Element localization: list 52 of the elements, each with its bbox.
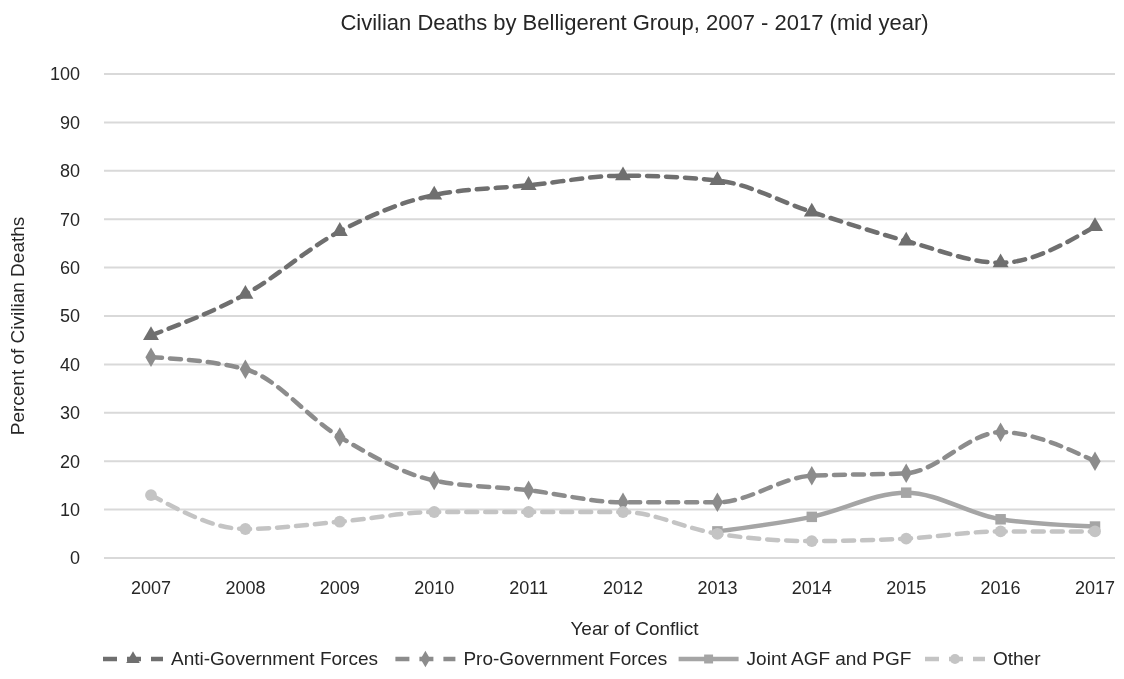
point [806, 511, 818, 523]
point [898, 231, 915, 246]
y-tick-label: 90 [59, 112, 80, 133]
y-tick-label: 100 [49, 64, 80, 85]
point [426, 185, 443, 200]
y-tick-label: 0 [69, 548, 80, 569]
y-tick-label: 80 [59, 161, 80, 182]
point [1089, 525, 1101, 538]
point [900, 532, 913, 545]
x-tick-label: 2016 [980, 578, 1021, 598]
x-tick-label: 2015 [886, 578, 927, 598]
point [617, 506, 629, 518]
point [145, 489, 157, 501]
point [992, 253, 1009, 268]
y-tick-label: 10 [59, 499, 80, 520]
point [239, 523, 252, 535]
y-tick-label: 70 [59, 209, 80, 230]
point [143, 326, 159, 340]
x-tick-label: 2014 [791, 578, 832, 598]
point [1087, 217, 1103, 232]
y-tick-label: 30 [59, 403, 80, 424]
point [994, 525, 1007, 538]
legend-label: Pro-Government Forces [463, 648, 668, 669]
point [900, 487, 912, 498]
legend-label: Joint AGF and PGF [746, 648, 912, 669]
point [520, 176, 537, 190]
y-tick-label: 20 [59, 451, 80, 472]
point [522, 506, 535, 518]
point [803, 202, 820, 217]
x-axis-title: Year of Conflict [570, 618, 700, 639]
point [333, 515, 346, 528]
legend-label: Other [993, 648, 1042, 669]
x-tick-label: 2017 [1074, 578, 1116, 598]
y-tick-label: 50 [59, 306, 80, 327]
point [805, 535, 818, 547]
y-axis-title: Percent of Civilian Deaths [7, 216, 28, 436]
x-tick-label: 2013 [697, 578, 738, 598]
x-tick-label: 2008 [225, 578, 266, 598]
point [428, 506, 441, 518]
x-tick-label: 2009 [319, 578, 360, 598]
point [709, 171, 726, 186]
point [237, 285, 254, 299]
legend-label: Anti-Government Forces [171, 648, 378, 669]
y-tick-label: 40 [59, 354, 80, 375]
x-tick-label: 2012 [602, 578, 644, 598]
x-tick-label: 2011 [509, 578, 548, 598]
y-tick-label: 60 [59, 257, 80, 278]
point [995, 514, 1006, 525]
x-tick-label: 2010 [414, 578, 455, 598]
x-tick-label: 2007 [130, 578, 172, 598]
chart-title: Civilian Deaths by Belligerent Group, 2007 - 2017 (mid year) [340, 10, 929, 35]
point [615, 166, 631, 181]
